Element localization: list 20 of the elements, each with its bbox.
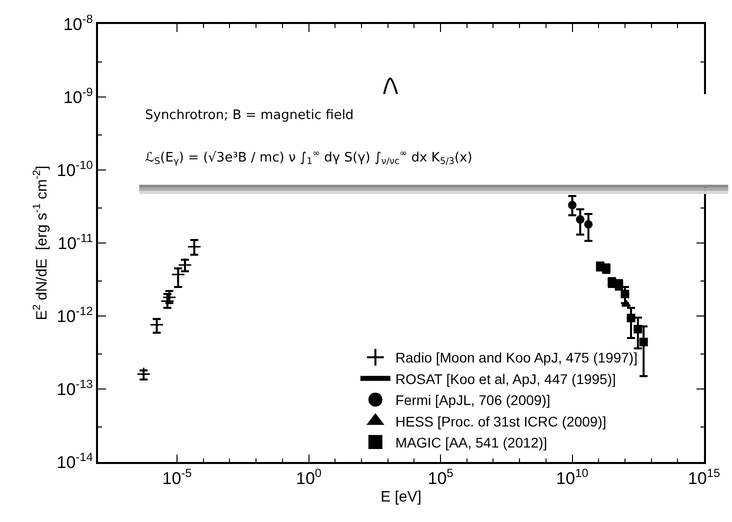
y-tick-label: 10$^{-14}$	[56, 450, 94, 472]
y-tick-label: 10$^{-12}$	[56, 304, 94, 326]
legend-label: ROSAT [Koo et al, ApJ, 447 (1995)]	[395, 370, 616, 387]
x-tick-label: 10$^{10}$	[556, 466, 589, 488]
legend-label: MAGIC [AA, 541 (2012)]	[395, 434, 548, 450]
y-tick-label: 10$^{-11}$	[58, 230, 94, 253]
legend-label: Radio [Moon and Koo ApJ, 475 (1997)]	[395, 350, 638, 366]
x-axis-title: E [eV]	[380, 488, 422, 506]
x-tick-label: 10$^{5}$	[428, 466, 454, 488]
y-tick-label: 10$^{-8}$	[63, 12, 94, 34]
y-tick-label: 10$^{-10}$	[56, 158, 94, 180]
annotation: Synchrotron; B = magnetic field	[145, 108, 354, 123]
x-tick-label: 10$^{-5}$	[162, 466, 192, 488]
y-tick-label: 10$^{-13}$	[56, 376, 94, 399]
x-tick-label: 10$^{0}$	[296, 466, 322, 488]
x-tick-label: 10$^{15}$	[688, 466, 720, 488]
legend-label: HESS [Proc. of 31st ICRC (2009)]	[395, 413, 606, 430]
text: ℒ$_{S}$(E$_{γ}$) = (√3e³B / mc) ν ∫$_{1}$$^{∞}$ dγ S(γ) ∫$_{ν/νc}$$^{∞}$ dx K$_{5/3}$(x)	[145, 149, 472, 168]
legend-label: Fermi [ApJL, 706 (2009)]	[395, 392, 550, 408]
y-tick-label: 10$^{-9}$	[63, 84, 94, 107]
